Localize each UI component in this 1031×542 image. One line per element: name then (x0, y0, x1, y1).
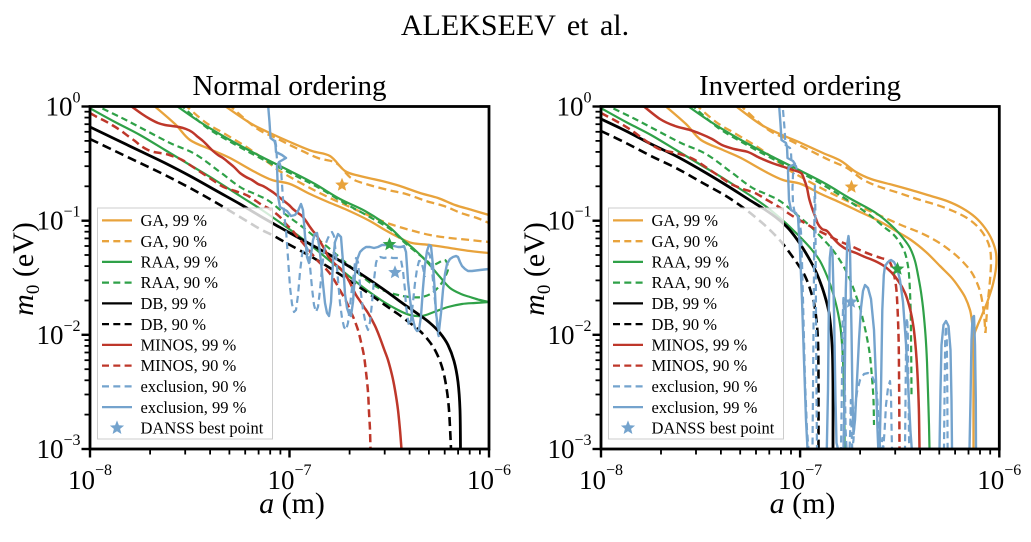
svg-text:DANSS best point: DANSS best point (652, 419, 775, 438)
svg-text:DANSS best point: DANSS best point (141, 419, 264, 438)
svg-text:m0 (eV): m0 (eV) (7, 222, 44, 316)
svg-text:RAA, 99 %: RAA, 99 % (652, 253, 730, 272)
svg-text:10−3: 10−3 (547, 432, 591, 464)
svg-text:RAA, 99 %: RAA, 99 % (141, 253, 219, 272)
svg-text:DB, 90 %: DB, 90 % (141, 315, 207, 334)
svg-text:DB, 90 %: DB, 90 % (652, 315, 718, 334)
svg-text:10−7: 10−7 (267, 462, 311, 495)
svg-text:a (m): a (m) (770, 487, 836, 520)
svg-text:GA, 90 %: GA, 90 % (141, 232, 208, 251)
svg-text:RAA, 90 %: RAA, 90 % (652, 273, 730, 292)
svg-text:GA, 90 %: GA, 90 % (652, 232, 719, 251)
svg-text:ALEKSEEV et al.: ALEKSEEV et al. (401, 9, 629, 42)
svg-text:Normal ordering: Normal ordering (192, 70, 386, 102)
svg-text:DB, 99 %: DB, 99 % (141, 294, 207, 313)
svg-text:GA, 99 %: GA, 99 % (141, 211, 208, 230)
svg-text:MINOS, 90 %: MINOS, 90 % (652, 356, 748, 375)
svg-text:MINOS, 99 %: MINOS, 99 % (652, 336, 748, 355)
svg-text:a (m): a (m) (259, 487, 325, 520)
svg-text:exclusion, 90 %: exclusion, 90 % (141, 377, 247, 396)
svg-text:m0 (eV): m0 (eV) (518, 222, 555, 316)
svg-text:10−3: 10−3 (36, 432, 80, 464)
svg-text:DB, 99 %: DB, 99 % (652, 294, 718, 313)
svg-text:MINOS, 90 %: MINOS, 90 % (141, 356, 237, 375)
svg-text:10−8: 10−8 (68, 462, 112, 495)
svg-text:MINOS, 99 %: MINOS, 99 % (141, 336, 237, 355)
svg-text:GA, 99 %: GA, 99 % (652, 211, 719, 230)
svg-text:exclusion, 99 %: exclusion, 99 % (141, 398, 247, 417)
svg-text:exclusion, 99 %: exclusion, 99 % (652, 398, 758, 417)
svg-text:Inverted ordering: Inverted ordering (699, 70, 901, 102)
svg-text:exclusion, 90 %: exclusion, 90 % (652, 377, 758, 396)
svg-text:RAA, 90 %: RAA, 90 % (141, 273, 219, 292)
